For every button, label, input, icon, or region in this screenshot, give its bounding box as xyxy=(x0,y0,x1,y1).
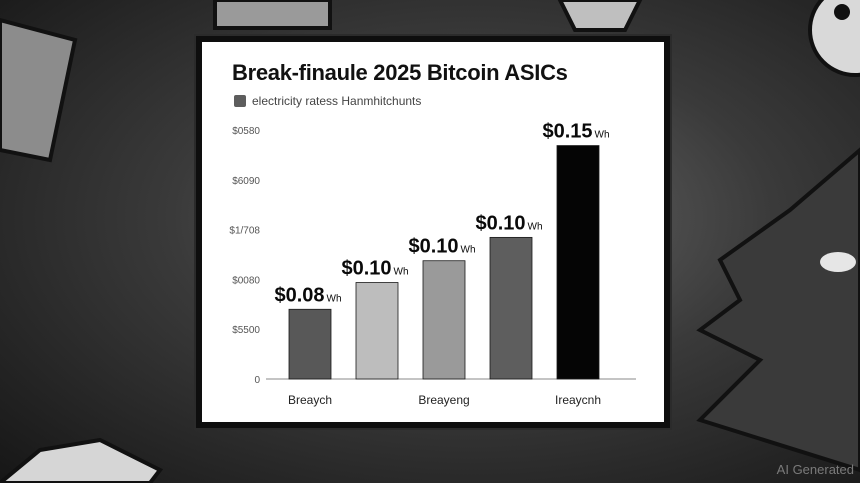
chart-title: Break-finaule 2025 Bitcoin ASICs xyxy=(232,60,568,85)
background-character-head xyxy=(808,0,860,77)
y-tick-label: $1/708 xyxy=(229,226,260,237)
bar xyxy=(489,236,533,380)
background-character-eye xyxy=(834,4,850,20)
background-shape-top-right xyxy=(557,0,643,32)
legend-label: electricity ratess Hanmhitchunts xyxy=(252,94,422,108)
bar-data-label: $0.08 Wh xyxy=(274,284,341,306)
y-tick-label: $6090 xyxy=(232,176,260,187)
bar-data-label: $0.10 Wh xyxy=(408,236,475,258)
bar-plot: 0$5500$0080$1/708$6090$0580$0.08 Wh$0.10 W… xyxy=(229,121,636,407)
y-tick-label: $0080 xyxy=(232,275,260,286)
bar-data-label-unit: Wh xyxy=(394,267,409,278)
bar xyxy=(422,260,466,380)
bar-data-label-unit: Wh xyxy=(528,221,543,232)
y-tick-label: $0580 xyxy=(232,126,260,137)
bar-data-label: $0.15 Wh xyxy=(542,121,609,143)
bar-data-label: $0.10 Wh xyxy=(341,258,408,280)
y-tick-label: 0 xyxy=(254,375,260,386)
legend-swatch xyxy=(234,95,246,107)
bar-data-label-unit: Wh xyxy=(327,293,342,304)
background-glint xyxy=(820,252,856,272)
bar xyxy=(556,145,600,380)
background-arrow-right xyxy=(696,147,860,473)
background-shape-top-left xyxy=(0,17,78,163)
x-tick-label: Ireaycnh xyxy=(555,393,601,407)
x-tick-label: Breayeng xyxy=(418,393,469,407)
chart-legend: electricity ratess Hanmhitchunts xyxy=(234,94,421,108)
bar xyxy=(288,308,332,380)
bar-data-label-unit: Wh xyxy=(595,130,610,141)
watermark: AI Generated xyxy=(776,462,854,477)
background-shape-bottom-left xyxy=(0,437,164,483)
background-shape-top xyxy=(213,0,332,30)
x-tick-label: Breaych xyxy=(288,393,332,407)
bar-data-label: $0.10 Wh xyxy=(475,212,542,234)
bar xyxy=(355,282,399,380)
bar-data-label-unit: Wh xyxy=(461,245,476,256)
chart-panel: Break-finaule 2025 Bitcoin ASICs electri… xyxy=(196,36,670,428)
y-tick-label: $5500 xyxy=(232,325,260,336)
